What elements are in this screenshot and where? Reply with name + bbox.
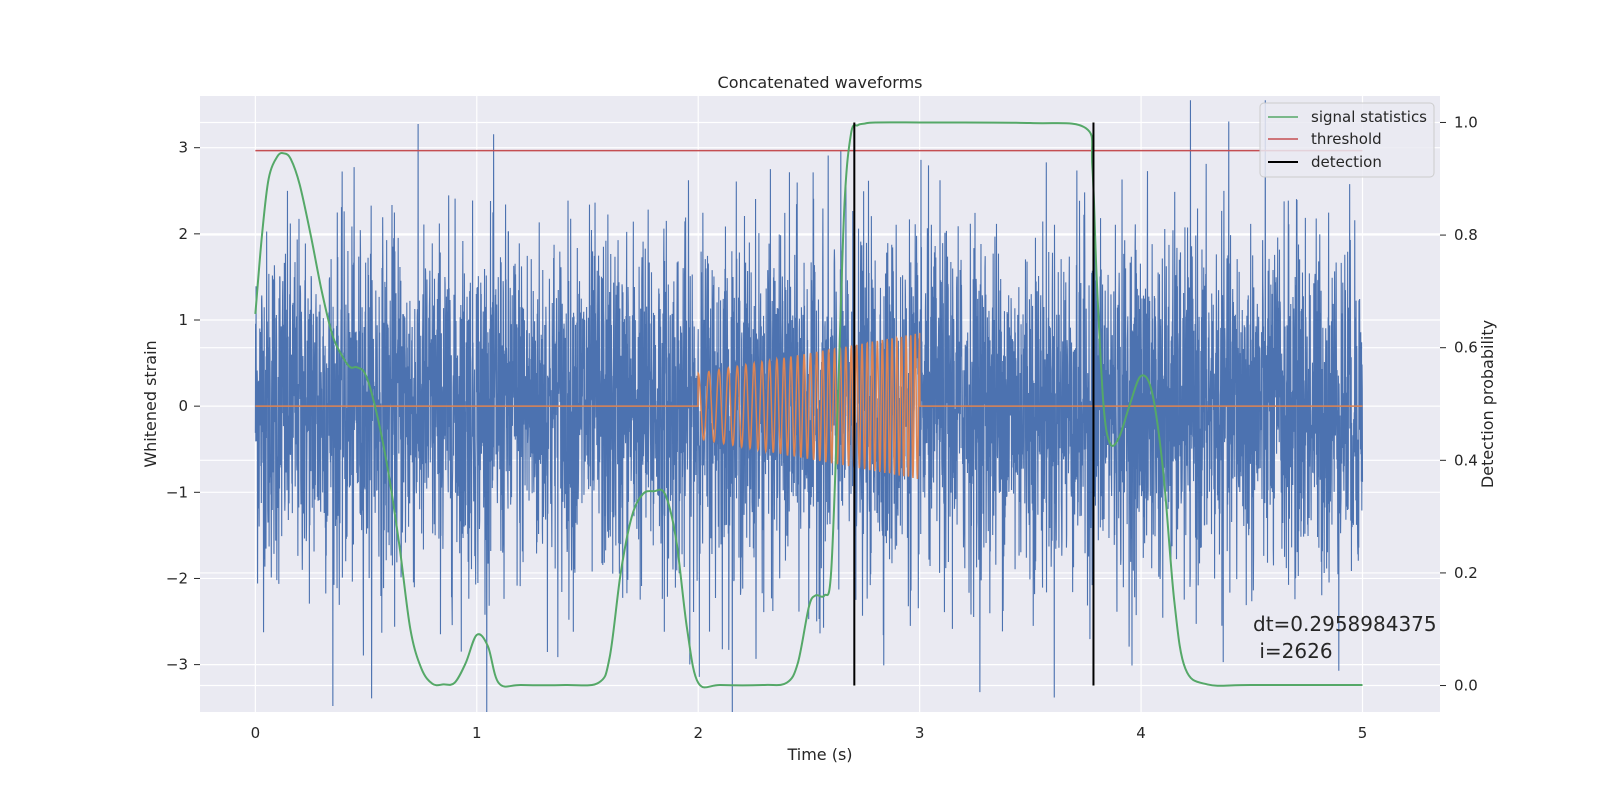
y-tick-label-left-1: −2 xyxy=(166,569,188,587)
y-tick-label-right-3: 0.6 xyxy=(1454,339,1478,357)
x-tick-label-4: 4 xyxy=(1136,724,1146,742)
y-tick-label-right-4: 0.8 xyxy=(1454,226,1478,244)
y-tick-label-right-1: 0.2 xyxy=(1454,564,1478,582)
y-tick-labels-left: −3 −2 −1 0 1 2 3 xyxy=(166,139,200,674)
y-tick-label-right-2: 0.4 xyxy=(1454,451,1478,469)
legend-box xyxy=(1259,102,1435,178)
x-tick-label-0: 0 xyxy=(251,724,261,742)
y-tick-label-left-3: 0 xyxy=(178,397,188,415)
legend-label-detection: detection xyxy=(1311,153,1382,171)
series-layer xyxy=(254,100,1364,712)
x-tick-label-5: 5 xyxy=(1358,724,1368,742)
y-tick-label-left-4: 1 xyxy=(178,311,188,329)
series-signal-statistics xyxy=(254,121,1363,689)
y-axis-title-right: Detection probability xyxy=(1478,320,1497,488)
y-tick-label-left-2: −1 xyxy=(166,483,188,501)
series-injected-waveform xyxy=(255,332,1363,480)
y-tick-label-left-6: 3 xyxy=(178,139,188,157)
y-tick-labels-right: 0.0 0.2 0.4 0.6 0.8 1.0 xyxy=(1440,113,1478,695)
legend: signal statistics threshold detection xyxy=(1259,102,1435,178)
chart-title: Concatenated waveforms xyxy=(718,73,923,92)
y-tick-label-right-5: 1.0 xyxy=(1454,113,1478,131)
legend-label-signal-statistics: signal statistics xyxy=(1311,108,1427,126)
annotation-dt: dt=0.2958984375 xyxy=(1253,612,1437,636)
x-axis-title: Time (s) xyxy=(786,745,852,764)
y-tick-label-left-5: 2 xyxy=(178,225,188,243)
annotation-index: i=2626 xyxy=(1253,639,1333,663)
y-tick-label-right-0: 0.0 xyxy=(1454,677,1478,695)
x-tick-label-2: 2 xyxy=(693,724,703,742)
y-axis-title-left: Whitened strain xyxy=(141,340,160,467)
y-tick-label-left-0: −3 xyxy=(166,656,188,674)
x-tick-label-1: 1 xyxy=(472,724,482,742)
x-tick-label-3: 3 xyxy=(915,724,925,742)
x-tick-labels: 0 1 2 3 4 5 xyxy=(251,724,1368,742)
legend-label-threshold: threshold xyxy=(1311,130,1382,148)
